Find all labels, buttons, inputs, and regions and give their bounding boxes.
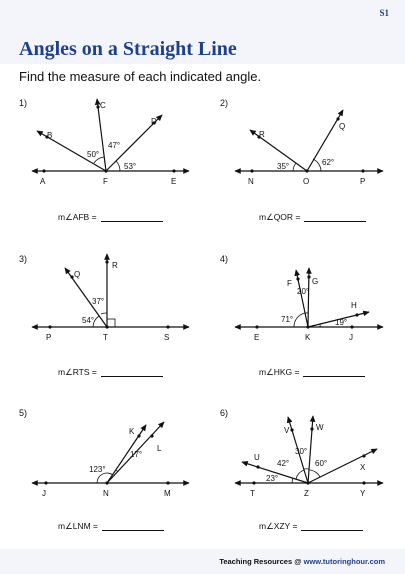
answer-line-2[interactable]: m∠QOR = [259, 212, 367, 223]
angle-label: 23° [266, 474, 278, 483]
problem-number-4: 4) [220, 254, 229, 264]
problem-number-2: 2) [220, 98, 229, 108]
answer-label: m∠QOR = [259, 212, 301, 222]
answer-line-4[interactable]: m∠HKG = [259, 367, 366, 378]
point-label-Z: Z [304, 489, 309, 498]
point-label-B: B [47, 131, 52, 140]
point-label-K: K [305, 333, 311, 342]
angle-label: 47° [108, 141, 120, 150]
problem-number-6: 6) [220, 408, 229, 418]
point-label-M: M [164, 489, 171, 498]
footer-credit: Teaching Resources @ www.tutoringhour.co… [219, 557, 385, 566]
header-band [0, 0, 405, 64]
answer-line-5[interactable]: m∠LNM = [58, 521, 164, 532]
point-label-C: C [100, 101, 106, 110]
point-label-P: P [46, 333, 51, 342]
angle-label: 62° [322, 158, 334, 167]
point-label-Q: Q [339, 122, 345, 131]
angle-label: 123° [89, 465, 106, 474]
answer-blank[interactable] [303, 376, 366, 377]
angle-label: 17° [130, 450, 142, 459]
point-label-H: H [351, 301, 357, 310]
answer-blank[interactable] [101, 530, 164, 531]
point-label-X: X [360, 463, 366, 472]
angle-label: 42° [277, 459, 289, 468]
instructions: Find the measure of each indicated angle… [19, 69, 262, 84]
figure-2: N O P R Q 35° 62° [234, 109, 384, 186]
point-label-L: L [157, 444, 162, 453]
point-label-K: K [129, 427, 135, 436]
problem-number-1: 1) [19, 98, 28, 108]
answer-line-6[interactable]: m∠XZY = [259, 521, 364, 532]
answer-label: m∠RTS = [58, 367, 97, 377]
point-label-A: A [40, 177, 46, 186]
point-label-N: N [248, 177, 254, 186]
figure-1: A F E B C D 50° 47° 53° [31, 98, 190, 186]
point-label-E: E [171, 177, 176, 186]
answer-label: m∠XZY = [259, 521, 298, 531]
point-label-D: D [151, 117, 157, 126]
point-label-G: G [312, 277, 318, 286]
answer-blank[interactable] [100, 221, 163, 222]
problem-number-5: 5) [19, 408, 28, 418]
figure-4: E K J F G H 71° 20° 19° [234, 267, 384, 342]
point-label-S: S [164, 333, 169, 342]
point-label-W: W [316, 423, 324, 432]
footer-site-link[interactable]: www.tutoringhour.com [303, 557, 385, 566]
footer-label: Teaching Resources @ [219, 557, 302, 566]
angle-label: 54° [82, 316, 94, 325]
page-title: Angles on a Straight Line [19, 38, 237, 60]
point-label-O: O [303, 177, 309, 186]
point-label-F: F [103, 177, 108, 186]
point-label-J: J [42, 489, 46, 498]
answer-blank[interactable] [100, 376, 163, 377]
answer-label: m∠LNM = [58, 521, 98, 531]
angle-label: 53° [124, 162, 136, 171]
point-label-E: E [254, 333, 259, 342]
problem-number-3: 3) [19, 254, 28, 264]
angle-label: 30° [295, 447, 307, 456]
answer-blank[interactable] [301, 530, 364, 531]
angle-label: 71° [281, 315, 293, 324]
point-label-Q: Q [74, 270, 80, 279]
answer-line-1[interactable]: m∠AFB = [58, 212, 163, 223]
angle-label: 37° [92, 297, 104, 306]
answer-label: m∠AFB = [58, 212, 97, 222]
figure-5: J N M K L 123° 17° [31, 421, 190, 498]
angle-label: 50° [87, 150, 99, 159]
sheet-code: S1 [379, 8, 389, 18]
angle-label: 19° [335, 318, 347, 327]
footer-band [0, 549, 405, 574]
point-label-N: N [103, 489, 109, 498]
point-label-R: R [112, 261, 118, 270]
point-label-U: U [254, 453, 260, 462]
answer-label: m∠HKG = [259, 367, 300, 377]
answer-blank[interactable] [304, 221, 367, 222]
point-label-J: J [349, 333, 353, 342]
point-label-F: F [287, 279, 292, 288]
point-label-V: V [284, 426, 290, 435]
angle-label: 20° [297, 287, 309, 296]
angle-label: 60° [315, 459, 327, 468]
point-label-P: P [360, 177, 365, 186]
figure-6: T Z Y U V W X 23° 42° 30° 60° [234, 415, 384, 498]
answer-line-3[interactable]: m∠RTS = [58, 367, 163, 378]
point-label-T: T [103, 333, 108, 342]
figure-3: P T S Q R 54° 37° [31, 253, 190, 342]
point-label-Y: Y [360, 489, 366, 498]
angle-label: 35° [277, 162, 289, 171]
point-label-T: T [250, 489, 255, 498]
point-label-R: R [259, 130, 265, 139]
